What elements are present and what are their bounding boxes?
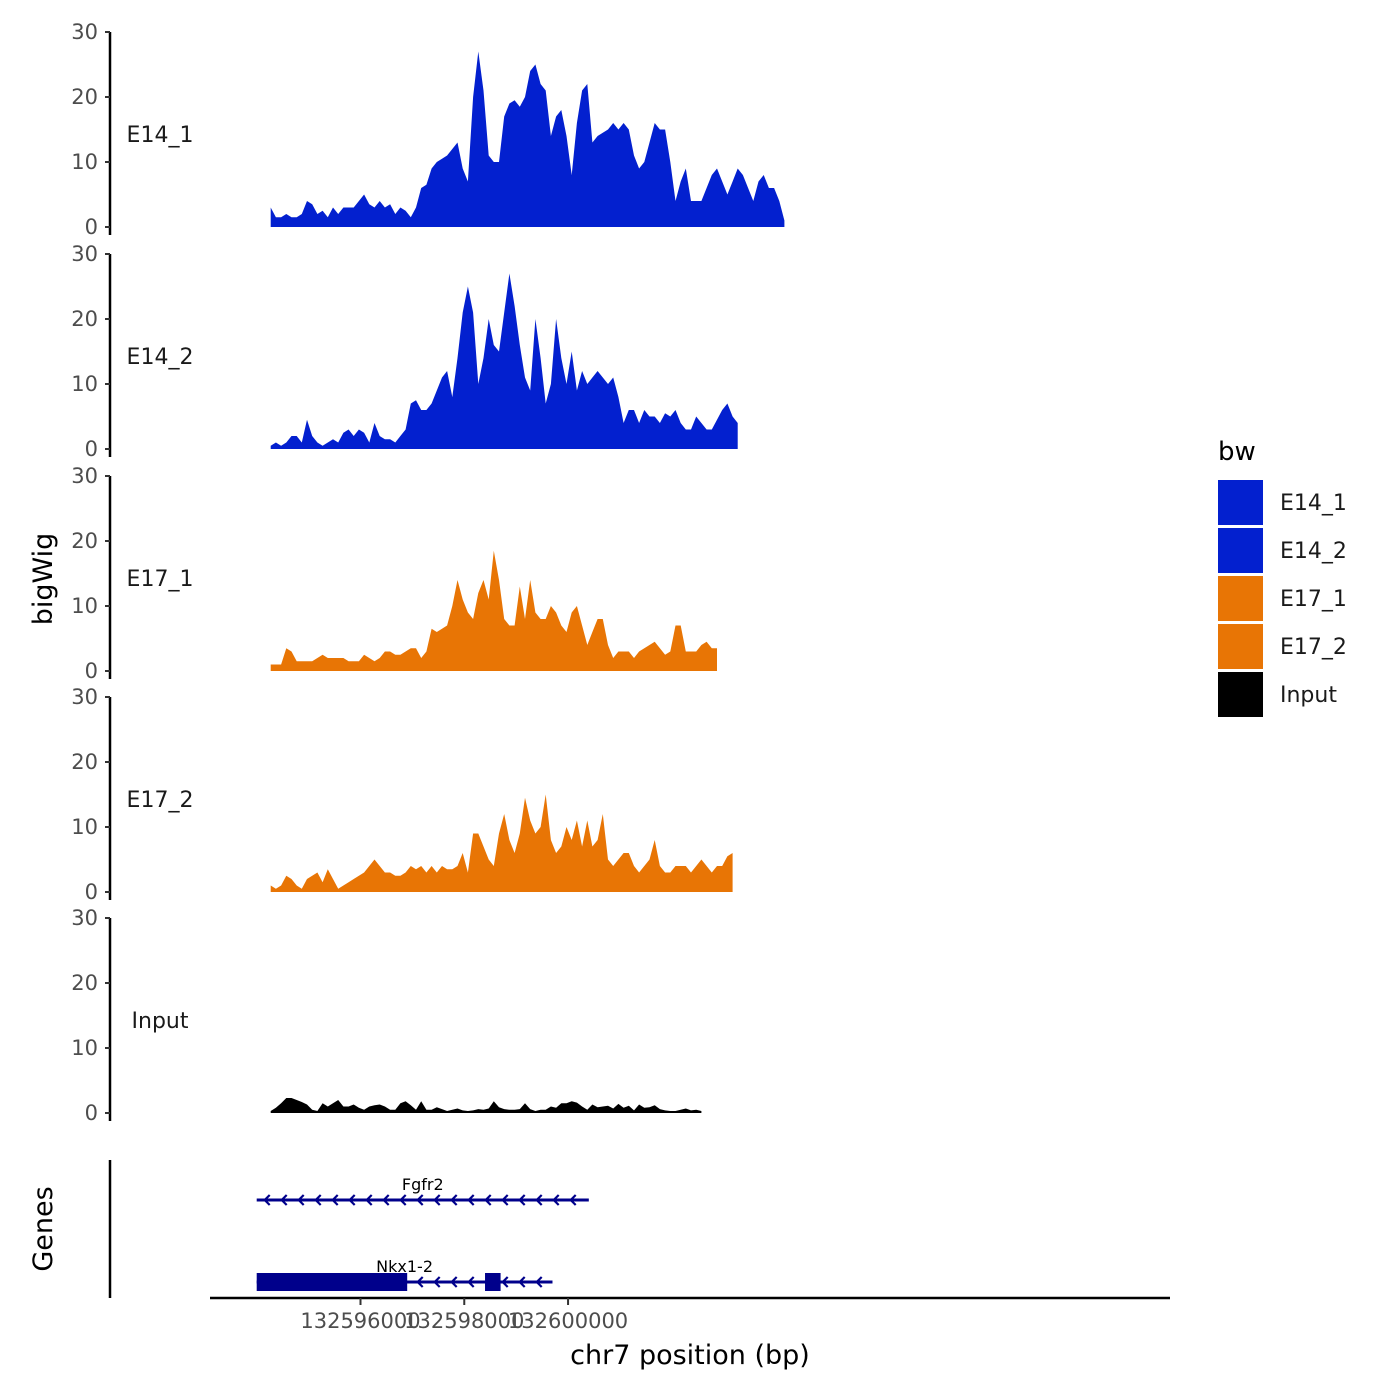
strand-arrow: [433, 1276, 441, 1288]
legend-label: E17_2: [1280, 635, 1347, 660]
track-label: E17_2: [127, 788, 194, 813]
track-panel-E14_2: 0 10 20 30 E14_2: [71, 242, 738, 461]
y-tick-label: 30: [71, 906, 98, 930]
y-tick-label: 0: [85, 437, 98, 461]
strand-arrow: [467, 1194, 475, 1206]
exon-block: [256, 1273, 408, 1291]
track-panel-Input: 0 10 20 30 Input: [71, 906, 702, 1125]
track-label: E17_1: [127, 567, 194, 592]
y-tick-label: 20: [71, 307, 98, 331]
coverage-area-E14_2: [270, 273, 738, 449]
strand-arrow: [348, 1194, 356, 1206]
y-tick-label: 0: [85, 880, 98, 904]
y-tick-label: 10: [71, 150, 98, 174]
y-tick-label: 30: [71, 242, 98, 266]
strand-arrow: [467, 1276, 475, 1288]
strand-arrow: [416, 1276, 424, 1288]
gene-label: Nkx1-2: [376, 1257, 433, 1276]
track-label: Input: [132, 1009, 189, 1034]
strand-arrow: [382, 1194, 390, 1206]
strand-arrow: [416, 1194, 424, 1206]
y-tick-label: 10: [71, 815, 98, 839]
strand-arrow: [569, 1194, 577, 1206]
y-tick-label: 0: [85, 1101, 98, 1125]
strand-arrow: [535, 1276, 543, 1288]
coverage-area-E14_1: [270, 51, 785, 227]
y-tick-label: 30: [71, 20, 98, 44]
strand-arrow: [297, 1194, 305, 1206]
x-tick-label: 132596000: [300, 1309, 420, 1333]
y-tick-label: 0: [85, 659, 98, 683]
x-tick-label: 132600000: [508, 1309, 628, 1333]
exon-block: [485, 1273, 501, 1291]
strand-arrow: [433, 1194, 441, 1206]
legend-label: E17_1: [1280, 587, 1347, 612]
coverage-area-E17_2: [270, 794, 733, 892]
track-panel-E17_2: 0 10 20 30 E17_2: [71, 685, 733, 904]
strand-arrow: [450, 1276, 458, 1288]
strand-arrow: [314, 1194, 322, 1206]
legend-key-E17_1: [1218, 576, 1263, 621]
track-label: E14_2: [127, 345, 194, 370]
gene-label: Fgfr2: [402, 1175, 444, 1194]
y-axis-title: bigWig: [28, 533, 59, 626]
strand-arrow: [501, 1276, 509, 1288]
strand-arrow: [263, 1194, 271, 1206]
legend-key-E14_2: [1218, 528, 1263, 573]
gene-Fgfr2: Fgfr2: [256, 1175, 589, 1206]
y-tick-label: 20: [71, 750, 98, 774]
strand-arrow: [518, 1194, 526, 1206]
coverage-area-Input: [270, 1098, 702, 1113]
x-axis-title: chr7 position (bp): [570, 1340, 810, 1371]
strand-arrow: [552, 1194, 560, 1206]
strand-arrow: [365, 1194, 373, 1206]
legend-label: E14_2: [1280, 539, 1347, 564]
y-tick-label: 10: [71, 594, 98, 618]
strand-arrow: [484, 1194, 492, 1206]
strand-arrow: [450, 1194, 458, 1206]
legend-label: Input: [1280, 683, 1337, 708]
strand-arrow: [535, 1194, 543, 1206]
y-tick-label: 20: [71, 85, 98, 109]
x-tick-label: 132598000: [404, 1309, 524, 1333]
legend-title: bw: [1218, 437, 1256, 467]
coverage-area-E17_1: [270, 550, 717, 671]
y-tick-label: 0: [85, 215, 98, 239]
legend-label: E14_1: [1280, 491, 1347, 516]
track-panel-E17_1: 0 10 20 30 E17_1: [71, 464, 717, 683]
track-label: E14_1: [127, 123, 194, 148]
strand-arrow: [399, 1194, 407, 1206]
track-panel-E14_1: 0 10 20 30 E14_1: [71, 20, 785, 239]
strand-arrow: [280, 1194, 288, 1206]
strand-arrow: [331, 1194, 339, 1206]
legend: bw E14_1 E14_2 E17_1 E17_2 Input: [1218, 437, 1347, 717]
strand-arrow: [518, 1276, 526, 1288]
legend-key-E17_2: [1218, 624, 1263, 669]
legend-key-E14_1: [1218, 480, 1263, 525]
track-panels: 0 10 20 30 E14_1 0 10 20 30 E14_2 0 10 20 30 E17_1 0 10 2…: [71, 20, 785, 1125]
y-tick-label: 20: [71, 971, 98, 995]
y-tick-label: 10: [71, 1036, 98, 1060]
y-tick-label: 10: [71, 372, 98, 396]
legend-key-Input: [1218, 672, 1263, 717]
y-tick-label: 30: [71, 464, 98, 488]
gene-Nkx1-2: Nkx1-2: [256, 1257, 553, 1291]
strand-arrow: [501, 1194, 509, 1206]
y-tick-label: 30: [71, 685, 98, 709]
genes-track-title: Genes: [28, 1186, 59, 1271]
y-tick-label: 20: [71, 529, 98, 553]
gene-track: Fgfr2 Nkx1-2: [108, 1160, 589, 1298]
